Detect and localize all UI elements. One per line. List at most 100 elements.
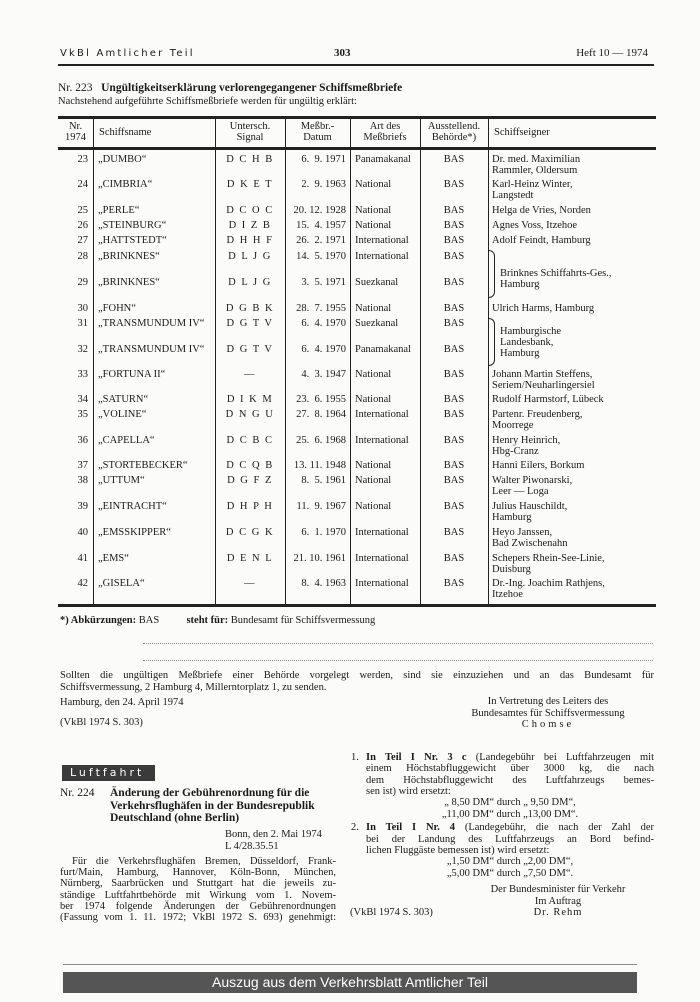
certificate-date: 25. 6. 1968: [296, 435, 346, 446]
fee-replacement: „1,50 DM“ durch „2,00 DM“,: [446, 856, 574, 868]
issuing-authority: BAS: [443, 435, 465, 446]
file-reference: L 4/28.35.51: [225, 840, 279, 852]
title-line: Deutschland (ohne Berlin): [110, 812, 240, 824]
item-text-line: lichen Fluggäste bemessen ist) wird erse…: [366, 844, 550, 856]
body-line: ber 1974 folgende Änderungen der Gebühre…: [60, 900, 336, 912]
dotted-line: [143, 643, 653, 644]
ship-owner: Walter Piwonarski,: [492, 475, 573, 486]
row-number: 42: [77, 578, 89, 589]
item-text-line: dem Höchstabfluggewicht des Luftfahrzeug…: [366, 774, 654, 786]
column-header-line: Behörde*): [431, 132, 477, 143]
notice-224-dateline: Bonn, den 2. Mai 1974 L 4/28.35.51: [225, 829, 335, 852]
certificate-date: 6. 4. 1970: [301, 318, 346, 329]
ship-name: „GISELA“: [98, 578, 145, 589]
row-number: 30: [77, 303, 89, 314]
table-bottom-rule: [58, 604, 656, 607]
item-text-line: In Teil I Nr. 3 c (Landegebühr bei Luftf…: [366, 752, 654, 763]
issuing-authority: BAS: [443, 220, 465, 231]
issuing-authority: BAS: [443, 475, 465, 486]
call-sign: D H P H: [226, 501, 274, 512]
certificate-type: International: [355, 235, 409, 246]
certificate-date: 8. 5. 1961: [301, 475, 346, 486]
grouped-ship-owner: Hamburg: [500, 279, 540, 290]
row-number: 31: [77, 318, 89, 329]
column-header: Ausstellend. Behörde*): [420, 121, 488, 143]
column-header-line: Meßbriefs: [363, 132, 407, 143]
item-reference: In Teil I Nr. 4: [366, 822, 465, 834]
body-line: Nürnberg, Saarbrücken und Stuttgart hat …: [60, 878, 336, 890]
row-number: 37: [77, 460, 89, 471]
reference: (VkBl 1974 S. 303): [60, 717, 143, 728]
issuing-authority: BAS: [443, 409, 465, 420]
certificate-type: International: [355, 251, 409, 262]
notice-224-number: Nr. 224: [60, 787, 95, 799]
issuing-authority: BAS: [443, 460, 465, 471]
ship-owner: Hamburg: [492, 512, 532, 523]
issuing-authority: BAS: [443, 303, 465, 314]
item-text-line: In Teil I Nr. 4 (Landegebühr, die nach d…: [366, 822, 654, 834]
issuing-authority: BAS: [443, 318, 465, 329]
instruction-line: Schiffsvermessung, 2 Hamburg 4, Millernt…: [60, 681, 327, 693]
certificate-date: 4. 3. 1947: [301, 369, 346, 380]
call-sign: D C G K: [225, 527, 275, 538]
ship-name: „BRINKNES“: [98, 251, 160, 262]
ship-name: „FORTUNA II“: [98, 369, 166, 380]
call-sign: D K E T: [226, 179, 274, 190]
row-number: 36: [77, 435, 89, 446]
certificate-date: 6. 4. 1970: [301, 344, 346, 355]
ship-owner: Schepers Rhein-See-Linie,: [492, 553, 605, 564]
row-number: 28: [77, 251, 89, 262]
certificate-type: National: [355, 220, 392, 231]
row-number: 40: [77, 527, 89, 538]
ship-owner: Seriem/Neuharlingersiel: [492, 380, 595, 391]
row-number: 25: [77, 205, 89, 216]
header-rule: [58, 64, 654, 66]
column-divider: [350, 117, 352, 606]
ship-owner: Julius Hauschildt,: [492, 501, 568, 512]
footer-rule: [63, 964, 637, 965]
table-header-rule: [58, 147, 656, 150]
call-sign: D G B K: [225, 303, 275, 314]
item-text-line: einem Höchstabfluggewicht über 3000 kg, …: [366, 763, 654, 775]
footer-banner: Auszug aus dem Verkehrsblatt Amtlicher T…: [63, 972, 637, 993]
ship-owner: Dr. med. Maximilian: [492, 154, 581, 165]
ship-owner: Johann Martin Steffens,: [492, 369, 593, 380]
notice-224-title: Änderung der Gebührenordnung für die Ver…: [110, 787, 340, 825]
brace-bracket: [488, 318, 495, 366]
grouped-ship-owner: Hamburg: [500, 348, 540, 359]
column-header: Untersch. Signal: [215, 121, 285, 143]
call-sign: D C O C: [226, 205, 274, 216]
ship-owner: Duisburg: [492, 564, 531, 575]
footnote: *) Abkürzungen: BAS steht für: Bundesamt…: [60, 615, 375, 626]
ship-name: „EMS“: [98, 553, 129, 564]
call-sign: D I Z B: [228, 220, 272, 231]
ship-owner: Agnes Voss, Itzehoe: [492, 220, 578, 231]
certificate-type: National: [355, 475, 392, 486]
certificate-type: Panamakanal: [355, 344, 411, 355]
row-number: 26: [77, 220, 89, 231]
call-sign: D I K M: [226, 394, 274, 405]
row-number: 23: [77, 154, 89, 165]
ship-owner: Partenr. Freudenberg,: [492, 409, 583, 420]
issuing-authority: BAS: [443, 235, 465, 246]
column-header-line: Datum: [303, 132, 332, 143]
ship-owner: Helga de Vries, Norden: [492, 205, 591, 216]
ship-owner: Hbg-Cranz: [492, 446, 539, 457]
column-header: Nr. 1974: [58, 121, 93, 143]
call-sign: D C Q B: [226, 460, 274, 471]
footnote-abbr: BAS: [138, 615, 160, 626]
row-number: 33: [77, 369, 89, 380]
certificate-type: National: [355, 179, 392, 190]
call-sign: D H H F: [226, 235, 274, 246]
ship-name: „CAPELLA“: [98, 435, 155, 446]
column-header-line: Signal: [236, 132, 264, 143]
call-sign: D N G U: [225, 409, 275, 420]
ship-owner: Rudolf Harmstorf, Lübeck: [492, 394, 604, 405]
certificate-type: International: [355, 409, 409, 420]
certificate-date: 15. 4. 1957: [296, 220, 346, 231]
item-text-line: bei der Landung des Luftfahrzeugs an Bor…: [366, 833, 654, 845]
certificate-type: National: [355, 394, 392, 405]
issuing-authority: BAS: [443, 553, 465, 564]
ship-owner: Moorrege: [492, 420, 534, 431]
ship-name: „HATTSTEDT“: [98, 235, 167, 246]
